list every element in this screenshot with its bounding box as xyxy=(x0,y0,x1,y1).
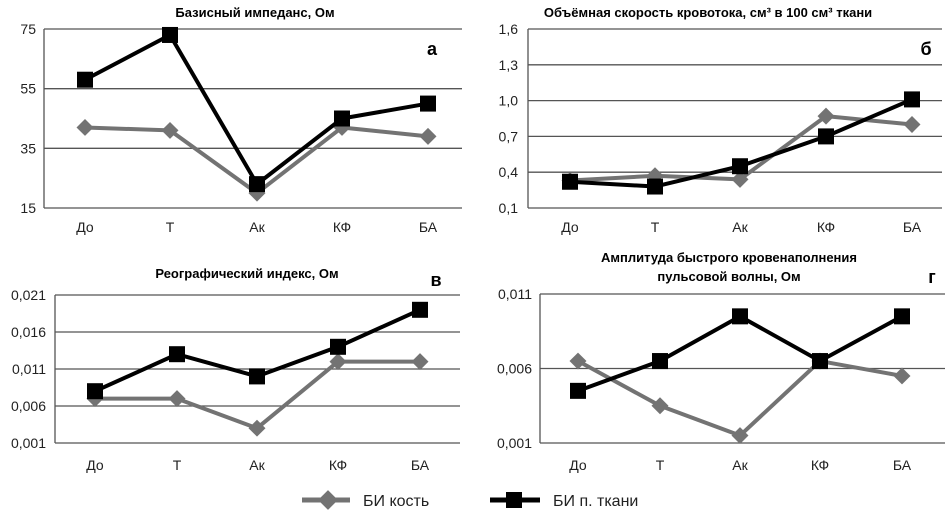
data-point-tissue xyxy=(562,173,578,190)
x-tick-label: БА xyxy=(411,457,430,473)
data-point-bone xyxy=(731,427,749,445)
data-point-bone xyxy=(731,170,749,188)
data-point-tissue xyxy=(652,353,668,370)
chart-title: Реографический индекс, Ом xyxy=(155,266,338,281)
data-point-bone xyxy=(329,353,347,371)
chart-title: Объёмная скорость кровотока, см³ в 100 с… xyxy=(544,5,872,20)
x-tick-label: До xyxy=(76,219,94,235)
data-point-tissue xyxy=(570,382,586,399)
y-tick-label: 0,011 xyxy=(12,361,46,377)
y-tick-label: 0,7 xyxy=(499,128,519,144)
data-point-tissue xyxy=(647,178,663,195)
y-tick-label: 0,4 xyxy=(499,164,519,180)
data-point-tissue xyxy=(732,308,748,325)
y-tick-label: 0,006 xyxy=(11,398,46,414)
y-tick-label: 0,006 xyxy=(497,361,532,377)
x-tick-label: КФ xyxy=(811,457,829,473)
data-point-tissue xyxy=(420,95,436,112)
data-point-tissue xyxy=(330,338,346,355)
data-point-tissue xyxy=(732,158,748,175)
data-point-bone xyxy=(651,397,669,415)
data-point-bone xyxy=(411,353,429,371)
panel-letter: г xyxy=(928,267,936,287)
panel-letter: в xyxy=(430,270,441,290)
data-point-tissue xyxy=(334,110,350,127)
legend-label-tissue: БИ п. ткани xyxy=(553,493,638,510)
y-tick-label: 0,001 xyxy=(497,435,532,451)
panel-letter: а xyxy=(427,39,438,59)
x-tick-label: Т xyxy=(656,457,665,473)
y-tick-label: 0,011 xyxy=(498,286,532,302)
x-tick-label: БА xyxy=(903,219,922,235)
data-point-tissue xyxy=(904,91,920,108)
chart-title: Амплитуда быстрого кровенаполнения xyxy=(601,250,857,265)
legend-marker-tissue-square-icon xyxy=(506,492,522,508)
data-point-bone xyxy=(903,115,921,133)
x-tick-label: Ак xyxy=(249,219,265,235)
data-point-tissue xyxy=(169,346,185,363)
data-point-bone xyxy=(419,127,437,145)
data-point-tissue xyxy=(249,176,265,193)
x-tick-label: КФ xyxy=(817,219,835,235)
chart-panel-2: Реографический индекс, Ом в 0,001 0,006 0,01… xyxy=(11,266,460,473)
x-tick-label: Т xyxy=(651,219,660,235)
data-point-bone xyxy=(168,390,186,408)
x-tick-label: До xyxy=(561,219,579,235)
data-point-tissue xyxy=(818,128,834,145)
x-tick-label: Т xyxy=(166,219,175,235)
chart-panel-3: Амплитуда быстрого кровенаполнения пульсо… xyxy=(497,250,945,473)
x-tick-label: Т xyxy=(173,457,182,473)
y-tick-label: 75 xyxy=(20,21,36,37)
x-tick-label: КФ xyxy=(333,219,351,235)
data-point-bone xyxy=(76,118,94,136)
x-tick-label: БА xyxy=(893,457,912,473)
data-point-tissue xyxy=(162,26,178,43)
chart-panel-0: Базисный импеданс, Ом а 15 35 55 75 До Т Ак КФ БА xyxy=(20,5,462,235)
data-point-tissue xyxy=(87,383,103,400)
y-tick-label: 1,0 xyxy=(499,93,519,109)
y-tick-label: 15 xyxy=(20,200,36,216)
y-tick-label: 1,6 xyxy=(499,21,519,37)
x-tick-label: Ак xyxy=(732,457,748,473)
data-point-bone xyxy=(248,419,266,437)
y-tick-label: 55 xyxy=(20,81,36,97)
y-tick-label: 0,1 xyxy=(499,200,519,216)
data-point-bone xyxy=(569,352,587,370)
data-point-tissue xyxy=(812,353,828,370)
panel-letter: б xyxy=(920,39,931,59)
y-tick-label: 0,016 xyxy=(11,324,46,340)
data-point-tissue xyxy=(249,368,265,385)
legend-marker-bone-diamond-icon xyxy=(318,490,338,510)
legend-label-bone: БИ кость xyxy=(363,493,429,510)
chart-title: Базисный импеданс, Ом xyxy=(175,5,334,20)
y-tick-label: 35 xyxy=(20,140,36,156)
x-tick-label: БА xyxy=(419,219,438,235)
y-tick-label: 1,3 xyxy=(499,57,519,73)
chart-title: пульсовой волны, Ом xyxy=(657,269,800,284)
x-tick-label: Ак xyxy=(249,457,265,473)
data-point-bone xyxy=(817,107,835,125)
x-tick-label: КФ xyxy=(329,457,347,473)
y-tick-label: 0,021 xyxy=(11,287,46,303)
legend: БИ кость БИ п. ткани xyxy=(302,490,638,510)
y-tick-label: 0,001 xyxy=(11,435,46,451)
data-point-tissue xyxy=(77,71,93,88)
chart-panel-1: Объёмная скорость кровотока, см³ в 100 с… xyxy=(499,5,942,235)
x-tick-label: Ак xyxy=(732,219,748,235)
series-line-tissue xyxy=(577,314,903,393)
data-point-bone xyxy=(893,367,911,385)
data-point-bone xyxy=(161,121,179,139)
data-point-tissue xyxy=(412,301,428,318)
x-tick-label: До xyxy=(86,457,104,473)
x-tick-label: До xyxy=(569,457,587,473)
series-line-tissue xyxy=(84,32,429,187)
data-point-tissue xyxy=(894,308,910,325)
